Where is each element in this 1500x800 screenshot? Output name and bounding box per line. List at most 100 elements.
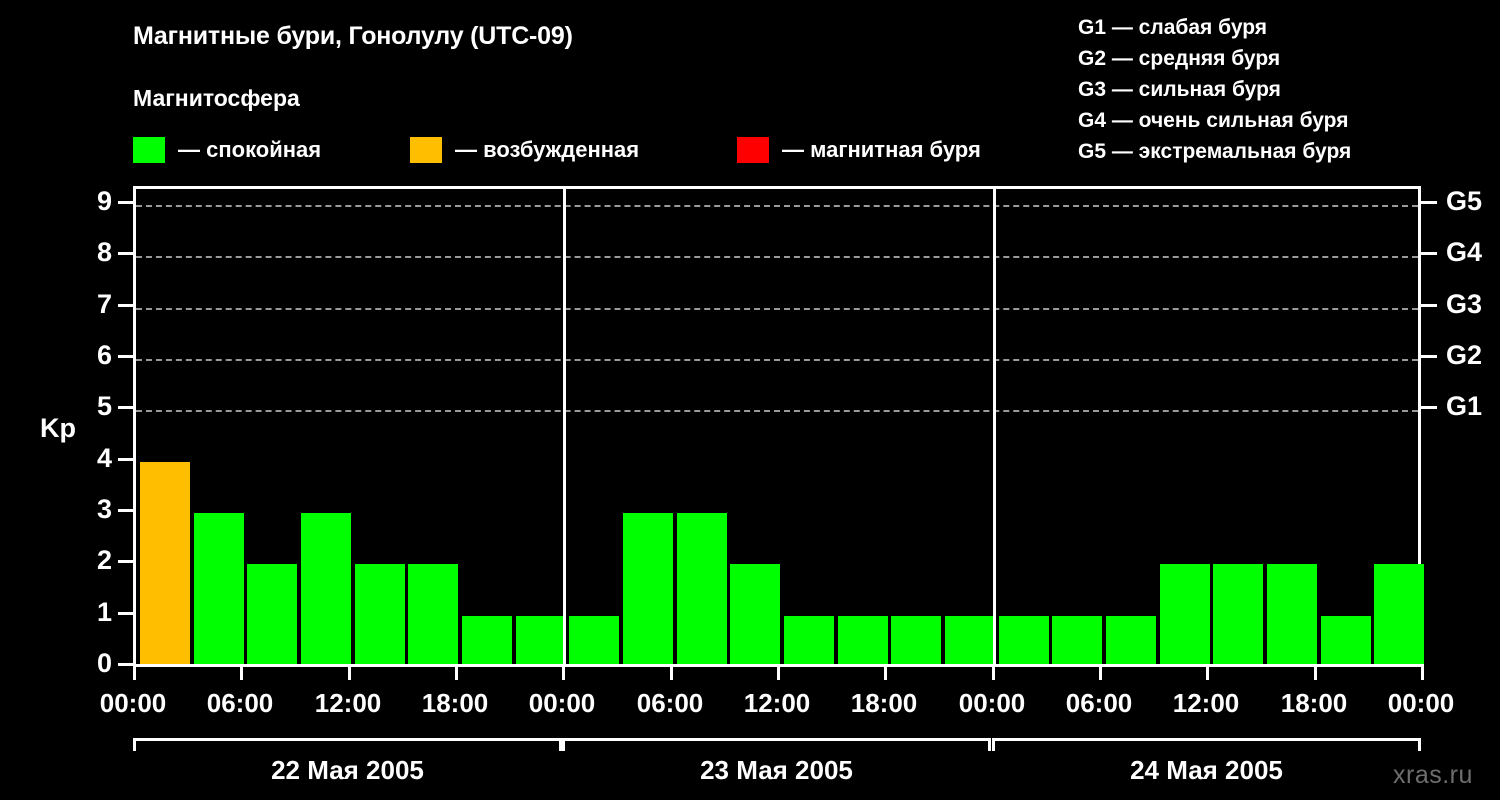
y-axis-tick: [118, 252, 133, 256]
legend-label: — спокойная: [178, 137, 322, 162]
y-axis-tick-label: 4: [96, 442, 112, 473]
y-axis-tick: [118, 303, 133, 307]
bar: [838, 615, 888, 667]
x-axis-tick: [777, 667, 780, 680]
x-axis-tick-label: 18:00: [421, 688, 489, 718]
y-axis-tick: [118, 509, 133, 512]
y-axis-tick-label: 7: [96, 288, 112, 319]
g-scale-legend: G1 — слабая буря G2 — средняя буря G3 — си…: [1078, 12, 1351, 167]
watermark: xras.ru: [1393, 761, 1473, 789]
x-axis-tick-label: 06:00: [206, 688, 274, 718]
x-axis-tick-label: 12:00: [314, 688, 382, 718]
g-axis-tick: [1421, 303, 1437, 307]
bar: [247, 564, 297, 667]
bar: [945, 615, 995, 667]
bar: [999, 615, 1049, 667]
y-axis-tick-label: 8: [96, 237, 112, 268]
x-axis-tick-label: 00:00: [99, 688, 167, 718]
y-axis-tick: [118, 560, 133, 564]
gridline: [136, 205, 1418, 207]
day-bracket: [992, 738, 1421, 751]
g-axis-tick: [1421, 201, 1437, 204]
y-axis-tick-label: 9: [96, 186, 112, 216]
y-axis-tick: [118, 355, 133, 358]
g-scale-line: G2 — средняя буря: [1078, 47, 1281, 70]
y-axis-tick-label: 5: [96, 391, 112, 422]
y-axis-tick: [118, 663, 133, 666]
x-axis-tick: [1099, 667, 1102, 680]
legend-label: — возбужденная: [455, 137, 640, 162]
y-axis-tick-label: 2: [96, 545, 112, 576]
gridline: [136, 359, 1418, 361]
day-bracket: [562, 738, 991, 751]
x-axis-tick-label: 18:00: [850, 688, 918, 718]
x-axis-tick: [992, 667, 995, 680]
g-scale-line: G5 — экстремальная буря: [1078, 140, 1352, 163]
bar: [623, 513, 673, 667]
y-axis-tick-label: 1: [96, 596, 112, 627]
x-axis-tick: [884, 667, 887, 680]
day-label: 22 Мая 2005: [271, 755, 424, 785]
legend-item: — возбужденная: [410, 132, 639, 168]
g-axis-tick-label: G3: [1446, 288, 1483, 319]
y-axis-tick: [118, 611, 133, 615]
x-axis-tick: [455, 667, 458, 680]
day-label: 24 Мая 2005: [1130, 755, 1283, 785]
orange-square-icon: [410, 137, 442, 163]
bar: [462, 615, 512, 667]
bar: [730, 564, 780, 667]
bar: [194, 513, 244, 667]
bar: [1052, 615, 1102, 667]
bar: [1374, 564, 1424, 667]
g-axis-tick: [1421, 252, 1437, 256]
g-axis-tick-label: G2: [1446, 340, 1483, 370]
y-axis-tick: [118, 201, 133, 204]
x-axis-tick-label: 00:00: [1387, 688, 1455, 718]
bar: [140, 461, 190, 667]
bar: [1213, 564, 1263, 667]
bar-series: [136, 189, 1424, 667]
x-axis-tick: [562, 667, 565, 680]
x-axis-tick-label: 18:00: [1280, 688, 1348, 718]
g-axis-tick: [1421, 406, 1437, 410]
legend-item: — спокойная: [133, 132, 321, 168]
bar: [1106, 615, 1156, 667]
x-axis-tick-label: 06:00: [1065, 688, 1133, 718]
bar: [1160, 564, 1210, 667]
page-title: Магнитные бури, Гонолулу (UTC-09): [133, 22, 573, 50]
y-axis-title: Kp: [40, 413, 76, 443]
x-axis-tick: [670, 667, 673, 680]
g-scale-line: G3 — сильная буря: [1078, 78, 1281, 101]
day-bracket: [133, 738, 562, 751]
y-axis-tick: [118, 457, 133, 461]
bar: [677, 513, 727, 667]
x-axis-tick-label: 12:00: [1172, 688, 1240, 718]
g-axis-tick-label: G1: [1446, 391, 1483, 422]
x-axis-tick-label: 00:00: [958, 688, 1026, 718]
bar: [569, 615, 619, 667]
y-axis-tick-label: 3: [96, 494, 112, 524]
x-axis-tick: [1314, 667, 1317, 680]
g-axis-tick-label: G4: [1446, 237, 1483, 268]
x-axis-tick: [133, 667, 136, 680]
bar: [408, 564, 458, 667]
bar: [891, 615, 941, 667]
gridline: [136, 256, 1418, 259]
g-axis-tick-label: G5: [1446, 186, 1483, 216]
day-separator: [993, 189, 996, 667]
bar: [301, 513, 351, 667]
red-square-icon: [737, 137, 769, 163]
bar: [516, 615, 566, 667]
x-axis-tick-label: 12:00: [743, 688, 811, 718]
legend-label: — магнитная буря: [782, 137, 981, 162]
x-axis-tick-label: 00:00: [528, 688, 596, 718]
gridline: [136, 307, 1418, 310]
x-axis-tick: [1206, 667, 1209, 680]
g-scale-line: G1 — слабая буря: [1078, 16, 1268, 39]
x-axis-tick: [348, 667, 351, 680]
day-label: 23 Мая 2005: [700, 755, 853, 785]
bar: [355, 564, 405, 667]
green-square-icon: [133, 137, 165, 163]
y-axis-tick: [118, 406, 133, 410]
